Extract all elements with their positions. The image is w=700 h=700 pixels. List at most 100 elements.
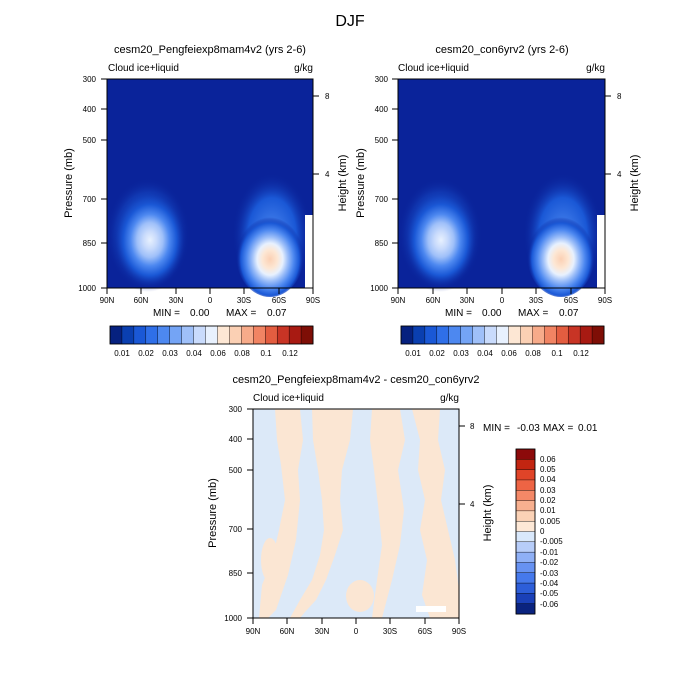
colorbar-cell: [515, 469, 536, 481]
colorbar-cell: [436, 325, 450, 345]
x-tick-label: 60N: [280, 627, 295, 636]
units-label: g/kg: [586, 63, 605, 74]
y-tick-label: 300: [83, 75, 97, 84]
plot-area: [397, 78, 606, 297]
colorbar-cell: [515, 479, 536, 491]
field-contour-band: [236, 213, 304, 297]
colorbar-cell: [400, 325, 414, 345]
colorbar-cell: [515, 572, 536, 584]
x-axis: 90N 60N 30N 0 30S 60S 90S: [100, 288, 320, 305]
y-tick-label: 400: [83, 105, 97, 114]
colorbar-label: 0.02: [138, 349, 154, 358]
x-tick-label: 90N: [391, 296, 406, 305]
colorbar-label: 0.02: [429, 349, 445, 358]
y2-axis-label: Height (km): [482, 485, 494, 542]
max-value: 0.07: [267, 308, 287, 319]
missing-data-mask: [305, 215, 313, 288]
y2-tick-label: 8: [470, 422, 475, 431]
colorbar-frame: [109, 325, 314, 345]
colorbar-cell: [157, 325, 171, 345]
colorbar-cell: [193, 325, 207, 345]
y-tick-label: 700: [375, 195, 389, 204]
y2-tick-label: 4: [325, 170, 330, 179]
colorbar-label: 0.04: [540, 475, 556, 484]
y-tick-label: 500: [83, 136, 97, 145]
colorbar-cell: [515, 459, 536, 471]
x-tick-label: 90S: [452, 627, 466, 636]
colorbar-cell: [515, 562, 536, 574]
colorbar-cell: [556, 325, 569, 345]
colorbar-label: 0.1: [551, 349, 563, 358]
colorbar-cell: [217, 325, 230, 345]
colorbar-label: 0.03: [453, 349, 469, 358]
colorbar-label: -0.06: [540, 600, 559, 609]
colorbar-cells: [400, 325, 605, 345]
colorbar-cell: [484, 325, 498, 345]
colorbar-cell: [472, 325, 486, 345]
field-label: Cloud ice+liquid: [108, 63, 179, 74]
missing-data-mask: [416, 606, 446, 612]
y-tick-label: 850: [375, 239, 389, 248]
colorbar-label: -0.02: [540, 558, 559, 567]
y2-tick-label: 4: [617, 170, 622, 179]
x-tick-label: 30S: [529, 296, 543, 305]
colorbar-cell: [515, 510, 536, 522]
colorbar-cell: [276, 325, 290, 345]
colorbar-cell: [181, 325, 195, 345]
colorbar-label: -0.05: [540, 589, 559, 598]
x-axis: 90N 60N 30N 0 30S 60S 90S: [391, 288, 612, 305]
y-tick-label: 400: [375, 105, 389, 114]
colorbar-cell: [169, 325, 183, 345]
x-tick-label: 60N: [134, 296, 149, 305]
difference-shading: [259, 409, 459, 618]
colorbar-label: 0.01: [405, 349, 421, 358]
y-axis: 300 400 500 700 850 1000 Pressure (mb): [207, 405, 253, 623]
colorbar-cell: [460, 325, 474, 345]
colorbar-cell: [241, 325, 254, 345]
x-tick-label: 0: [354, 627, 359, 636]
min-max-readout: MIN = 0.00 MAX = 0.07: [445, 308, 579, 319]
field-contour-band: [405, 192, 477, 288]
field-contour-band: [114, 192, 186, 288]
colorbar-cell: [515, 603, 536, 615]
colorbar-label: 0.02: [540, 496, 556, 505]
colorbar-cell: [205, 325, 218, 345]
max-label: MAX =: [226, 308, 256, 319]
colorbar-cell: [121, 325, 135, 345]
max-label: MAX =: [518, 308, 548, 319]
plot-area: [106, 78, 314, 297]
y-tick-label: 300: [375, 75, 389, 84]
colorbar-cell: [515, 490, 536, 502]
colorbar-cell: [515, 448, 536, 460]
y-axis: 300 400 500 700 850 1000 Pressure (mb): [355, 75, 398, 293]
colorbar-label: 0.06: [501, 349, 517, 358]
colorbar: 0.01 0.02 0.03 0.04 0.06 0.08 0.1 0.12: [109, 325, 314, 358]
x-tick-label: 30S: [237, 296, 251, 305]
plot-area: [252, 408, 460, 619]
colorbar-label: 0.01: [114, 349, 130, 358]
min-max-readout: MIN = 0.00 MAX = 0.07: [153, 308, 287, 319]
x-tick-label: 90N: [100, 296, 115, 305]
x-tick-label: 90S: [598, 296, 612, 305]
x-tick-label: 60S: [564, 296, 578, 305]
max-value: 0.07: [559, 308, 579, 319]
colorbar-cell: [515, 593, 536, 605]
colorbar-label: 0: [540, 527, 545, 536]
colorbar-label: 0.12: [282, 349, 298, 358]
colorbar-cell: [265, 325, 278, 345]
colorbar-label: 0.12: [573, 349, 589, 358]
y2-tick-label: 8: [617, 92, 622, 101]
colorbar-label: 0.04: [186, 349, 202, 358]
colorbar-label: 0.08: [525, 349, 541, 358]
positive-region: [261, 538, 279, 582]
min-value: 0.00: [190, 308, 210, 319]
positive-region: [370, 409, 405, 618]
y-tick-label: 500: [375, 136, 389, 145]
colorbar-label: 0.04: [477, 349, 493, 358]
cloud-field-shading: [398, 173, 605, 297]
field-contour-band: [527, 213, 595, 297]
cloud-field-shading: [106, 173, 313, 297]
colorbar-cell: [515, 531, 536, 543]
min-label: MIN =: [153, 308, 180, 319]
min-max-readout: MIN = -0.03 MAX = 0.01: [483, 423, 598, 434]
